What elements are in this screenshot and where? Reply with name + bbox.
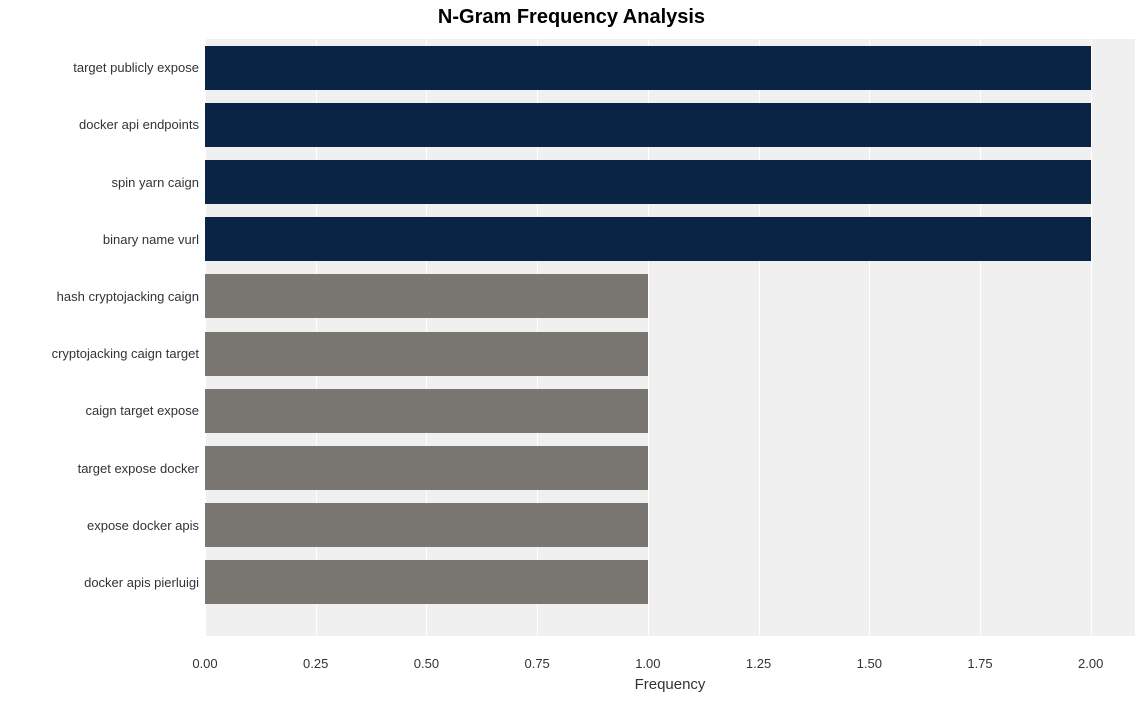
y-tick-label: docker apis pierluigi xyxy=(84,575,199,590)
y-tick-label: binary name vurl xyxy=(103,232,199,247)
chart-title: N-Gram Frequency Analysis xyxy=(0,6,1143,29)
y-tick-label: hash cryptojacking caign xyxy=(57,289,199,304)
x-tick-label: 1.00 xyxy=(635,656,660,671)
bar xyxy=(205,217,1091,261)
x-tick-label: 0.25 xyxy=(303,656,328,671)
y-tick-label: docker api endpoints xyxy=(79,117,199,132)
bar xyxy=(205,446,648,490)
x-tick-label: 0.00 xyxy=(192,656,217,671)
y-tick-label: expose docker apis xyxy=(87,518,199,533)
x-tick-label: 0.50 xyxy=(414,656,439,671)
bar xyxy=(205,160,1091,204)
gridline xyxy=(1091,36,1092,636)
y-tick-label: cryptojacking caign target xyxy=(52,346,199,361)
bar xyxy=(205,389,648,433)
bar xyxy=(205,103,1091,147)
bar xyxy=(205,274,648,318)
x-tick-label: 2.00 xyxy=(1078,656,1103,671)
y-tick-label: target publicly expose xyxy=(73,60,199,75)
y-tick-label: target expose docker xyxy=(78,461,199,476)
ngram-chart: N-Gram Frequency Analysis target publicl… xyxy=(0,0,1143,701)
bar xyxy=(205,503,648,547)
y-tick-label: spin yarn caign xyxy=(112,175,199,190)
x-tick-label: 0.75 xyxy=(524,656,549,671)
bar xyxy=(205,560,648,604)
x-axis-title: Frequency xyxy=(635,676,706,693)
bar xyxy=(205,332,648,376)
x-tick-label: 1.25 xyxy=(746,656,771,671)
bar xyxy=(205,46,1091,90)
y-tick-label: caign target expose xyxy=(86,403,199,418)
x-tick-label: 1.50 xyxy=(857,656,882,671)
plot-stripe xyxy=(205,611,1135,636)
plot-area xyxy=(205,36,1135,636)
x-tick-label: 1.75 xyxy=(967,656,992,671)
